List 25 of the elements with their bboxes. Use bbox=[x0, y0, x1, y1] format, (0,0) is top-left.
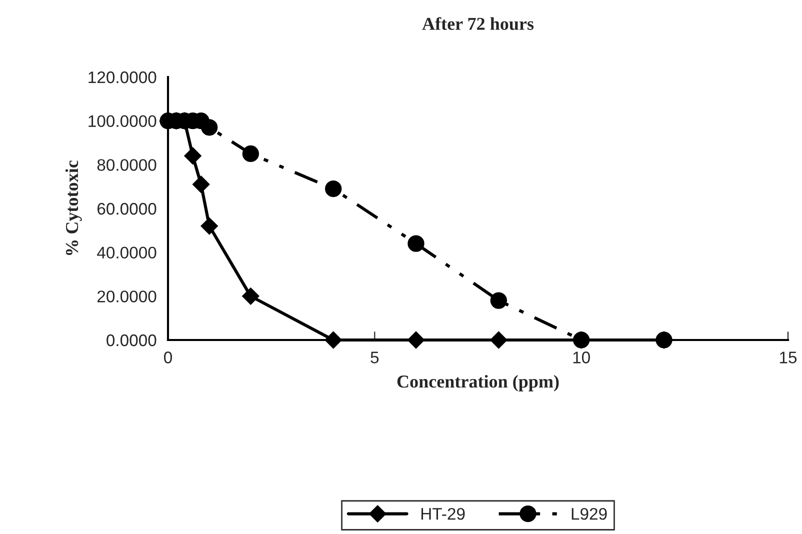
y-tick-label: 20.0000 bbox=[97, 290, 156, 302]
x-tick-label: 15 bbox=[780, 352, 797, 364]
point bbox=[201, 119, 218, 136]
legend-label: L929 bbox=[572, 508, 607, 520]
x-tick-label: 0 bbox=[164, 352, 172, 364]
point bbox=[242, 288, 260, 305]
y-tick-label: 0.0000 bbox=[106, 334, 156, 346]
legend-label: HT-29 bbox=[421, 508, 465, 520]
point bbox=[490, 292, 507, 309]
point bbox=[325, 180, 342, 198]
y-tick-label: 100.0000 bbox=[88, 115, 156, 128]
y-axis-title: % Cytotoxic bbox=[65, 160, 82, 256]
y-tick-label: 80.0000 bbox=[97, 159, 156, 171]
x-tick-label: 5 bbox=[370, 352, 379, 364]
point bbox=[200, 217, 218, 235]
point bbox=[184, 147, 202, 164]
y-tick-label: 120.0000 bbox=[88, 71, 156, 84]
point bbox=[192, 176, 210, 193]
y-tick-label: 60.0000 bbox=[97, 202, 156, 215]
point bbox=[408, 235, 424, 252]
x-axis-title: Concentration (ppm) bbox=[397, 374, 559, 392]
chart-title: After 72 hours bbox=[422, 17, 534, 30]
point bbox=[242, 145, 259, 162]
x-tick-label: 10 bbox=[573, 352, 590, 364]
y-tick-label: 40.0000 bbox=[97, 246, 156, 259]
